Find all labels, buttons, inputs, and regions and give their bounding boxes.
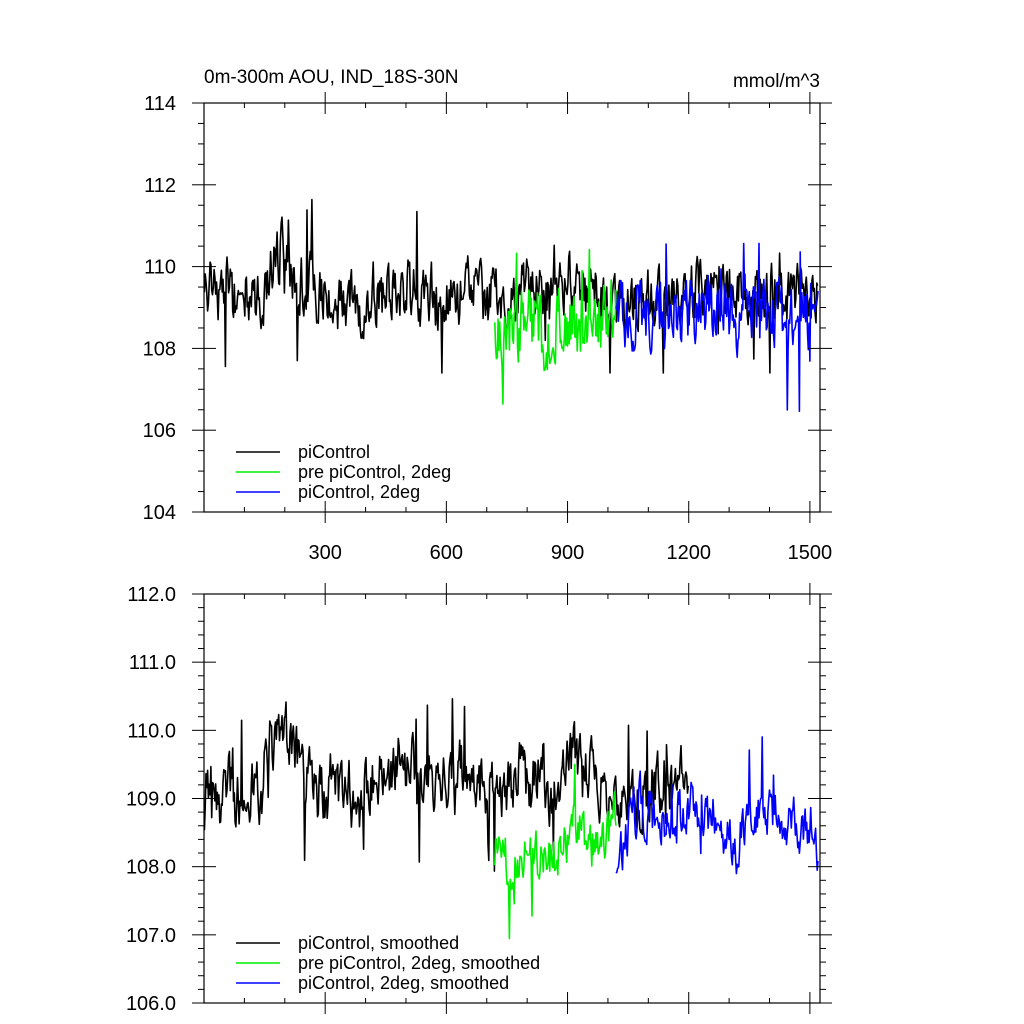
legend-label: piControl, 2deg, smoothed <box>298 973 509 993</box>
x-tick-label: 300 <box>308 542 341 564</box>
legend-label: piControl, smoothed <box>298 933 459 953</box>
y-tick-label: 108 <box>143 338 176 360</box>
y-tick-label: 110.0 <box>127 720 176 742</box>
y-tick-label: 106 <box>143 420 176 442</box>
x-tick-label: 600 <box>430 542 463 564</box>
legend-label: piControl <box>298 442 370 462</box>
y-tick-label: 107.0 <box>126 925 176 947</box>
y-tick-label: 108.0 <box>126 857 176 879</box>
y-tick-label: 104 <box>143 502 176 524</box>
y-tick-label: 111.0 <box>129 652 176 674</box>
x-tick-label: 1500 <box>788 542 833 564</box>
chart-title: 0m-300m AOU, IND_18S-30N <box>204 67 459 88</box>
x-tick-label: 900 <box>551 542 584 564</box>
units-label: mmol/m^3 <box>733 71 820 92</box>
y-tick-label: 114 <box>144 93 176 115</box>
series-line-pre-picontrol-2deg <box>494 248 617 405</box>
legend-label: piControl, 2deg <box>298 482 420 502</box>
series-line-picontrol <box>203 198 819 374</box>
y-tick-label: 110 <box>144 257 176 279</box>
bottom-panel: 106.0 107.0 108.0 109.0 110.0 111.0 112.0 piCon… <box>126 583 832 1015</box>
legend-label: pre piControl, 2deg, smoothed <box>298 953 540 973</box>
x-tick-label: 1200 <box>666 542 711 564</box>
series-line-pre-picontrol-2deg-smoothed <box>494 763 617 940</box>
y-tick-label: 109.0 <box>126 789 176 811</box>
series-line-picontrol-2deg-smoothed <box>615 736 819 875</box>
series-line-picontrol-smoothed <box>203 697 690 872</box>
series-line-picontrol-2deg <box>615 242 819 413</box>
top-panel: 300 600 900 1200 1500 104 106 108 110 112 114 piCon… <box>143 92 833 564</box>
y-tick-label: 112.0 <box>127 584 176 606</box>
legend-label: pre piControl, 2deg <box>298 462 451 482</box>
y-tick-label: 106.0 <box>126 993 176 1015</box>
y-tick-label: 112 <box>144 175 176 197</box>
